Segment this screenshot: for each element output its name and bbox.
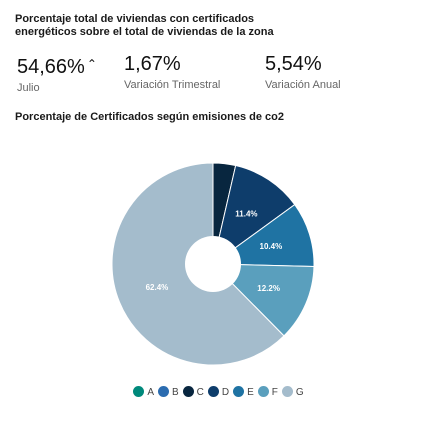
pie-slice-d[interactable]: [212, 164, 296, 266]
legend-item-c[interactable]: C: [182, 386, 204, 398]
kpi-quarterly: 1,67% Variación Trimestral: [124, 52, 220, 91]
legend-dot-g: [281, 386, 293, 397]
legend-item-g[interactable]: G: [281, 386, 304, 398]
legend-label-e: E: [247, 387, 254, 398]
legend-item-b[interactable]: B: [157, 386, 179, 398]
legend-dot-a: [133, 386, 145, 397]
kpi-annual: 5,54% Variación Anual: [265, 52, 341, 91]
legend-item-f[interactable]: F: [257, 386, 278, 398]
legend-dot-d: [207, 386, 219, 397]
legend-dot-f: [257, 386, 269, 397]
legend-label-f: F: [271, 387, 278, 398]
chart-legend: A B C D E F G: [0, 386, 437, 398]
legend-item-a[interactable]: A: [133, 386, 154, 398]
kpi-monthly: 54,66% ⌃ Julio: [17, 52, 97, 94]
legend-item-d[interactable]: D: [207, 386, 230, 398]
data-label-d: 11.4%: [235, 209, 257, 218]
data-label-f: 12.2%: [257, 284, 280, 293]
legend-dot-b: [157, 386, 169, 397]
data-label-e: 10.4%: [260, 242, 283, 251]
page-title: Porcentaje total de viviendas con certif…: [15, 13, 274, 38]
legend-label-g: G: [295, 387, 304, 398]
legend-dot-c: [182, 386, 194, 397]
kpi-quarterly-value: 1,67%: [124, 53, 181, 75]
chart-title: Porcentaje de Certificados según emision…: [15, 111, 284, 123]
kpi-annual-value: 5,54%: [265, 53, 322, 75]
kpi-quarterly-label: Variación Trimestral: [124, 79, 221, 91]
triangle-up-icon: ⌃: [86, 57, 97, 71]
kpi-monthly-label: Julio: [17, 82, 40, 94]
legend-label-c: C: [196, 387, 204, 398]
data-label-g: 62.4%: [146, 283, 169, 292]
donut-hole: [185, 236, 241, 292]
legend-dot-e: [233, 386, 245, 397]
pie-slice-f[interactable]: [211, 263, 315, 337]
legend-label-d: D: [221, 387, 230, 398]
legend-label-a: A: [147, 387, 154, 398]
legend-item-e[interactable]: E: [233, 386, 254, 398]
kpi-annual-label: Variación Anual: [265, 79, 341, 91]
kpi-monthly-value: 54,66%: [17, 56, 85, 78]
legend-label-b: B: [171, 387, 179, 398]
